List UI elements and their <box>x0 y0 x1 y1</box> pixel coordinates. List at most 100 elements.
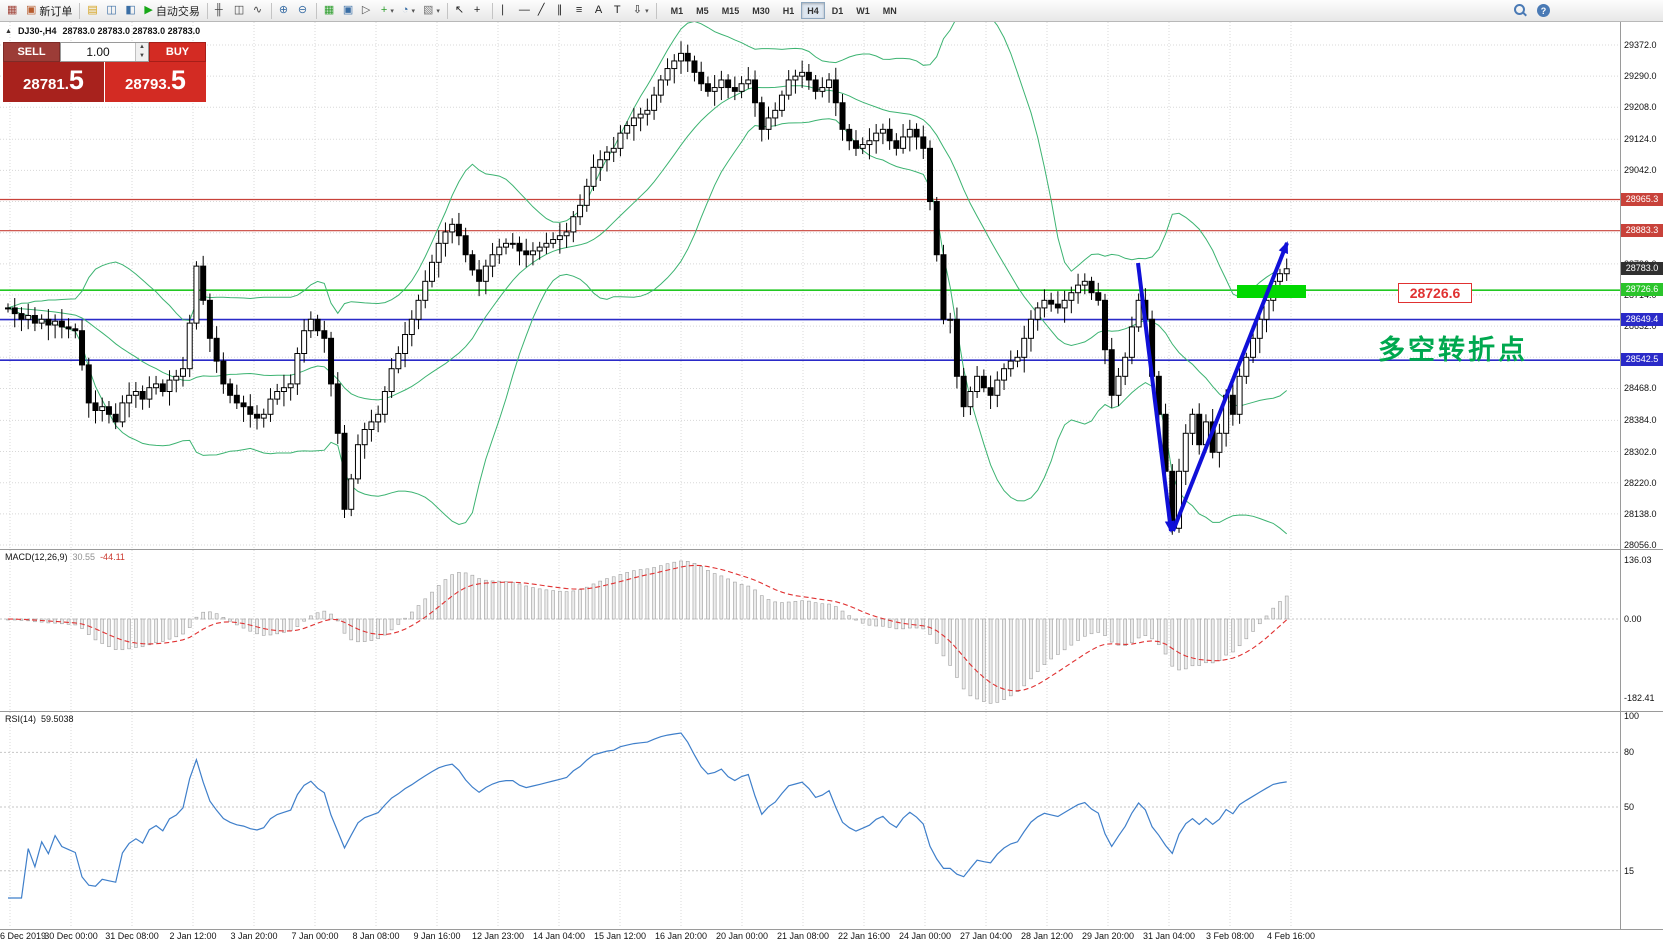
volume-value[interactable]: 1.00 <box>86 45 110 59</box>
timeframe-h1[interactable]: H1 <box>777 2 801 19</box>
new-chart-button[interactable]: ▦ <box>3 1 22 20</box>
price-axis-tick: 28220.0 <box>1624 477 1657 488</box>
trendline-button[interactable]: ╱ <box>534 1 553 20</box>
bar-chart-button[interactable]: ╫ <box>211 1 230 20</box>
zoom-out-icon: ⊖ <box>297 4 308 16</box>
timeframe-h4[interactable]: H4 <box>801 2 825 19</box>
price-axis-badge: 28965.3 <box>1621 192 1663 206</box>
volume-field[interactable]: 1.00 ▲ ▼ <box>60 42 149 62</box>
auto-arrange-icon: ▣ <box>342 4 354 16</box>
fibonacci-button[interactable]: ≡ <box>572 1 591 20</box>
time-axis-label: 4 Feb 16:00 <box>1266 931 1316 941</box>
vertical-line-icon: ∣ <box>499 4 506 16</box>
toolbar-separator <box>655 2 657 19</box>
timeframe-m5[interactable]: M5 <box>690 2 715 19</box>
candlestick-icon: ◫ <box>233 4 245 16</box>
arrows-button[interactable]: ⇩ ▾ <box>629 1 653 20</box>
timeframe-m30[interactable]: M30 <box>746 2 776 19</box>
new-order-button[interactable]: ▣ 新订单 <box>22 1 76 20</box>
tile-windows-button[interactable]: ▦ <box>320 1 339 20</box>
navigator-button[interactable]: ◫ <box>102 1 121 20</box>
sell-price-pips: 5 <box>68 65 84 95</box>
horizontal-line-button[interactable]: ― <box>515 1 534 20</box>
candlestick-chart-button[interactable]: ◫ <box>230 1 249 20</box>
search-icon[interactable] <box>1514 4 1527 17</box>
price-axis-tick: 28302.0 <box>1624 446 1657 457</box>
timeframe-d1[interactable]: D1 <box>826 2 850 19</box>
time-axis-label: 15 Jan 12:00 <box>593 931 647 941</box>
arrow-shapes-icon: ⇩ <box>632 4 643 16</box>
indicators-button[interactable]: + ▾ <box>377 1 398 20</box>
sell-button[interactable]: SELL <box>3 42 60 62</box>
toolbar: ▦ ▣ 新订单 ▤ ◫ ◧ ▶ 自动交易 ╫ ◫ ∿ ⊕ ⊖ ▦ ▣ ▷ + ▾ ◔ ▾ ▧ ▾ ↖ + ∣ ― ╱ ∥ ≡ A T ⇩ ▾ M1… <box>0 0 1663 22</box>
panel-separator-macd-rsi[interactable] <box>0 711 1663 712</box>
panel-separator-rsi-time[interactable] <box>0 929 1663 930</box>
price-axis-tick: 28138.0 <box>1624 508 1657 519</box>
rsi-axis-tick: 50 <box>1624 802 1635 812</box>
horizontal-line-icon: ― <box>518 4 530 16</box>
trendline-icon: ╱ <box>537 4 545 16</box>
sell-price[interactable]: 28781. 5 <box>3 62 104 102</box>
main-chart[interactable] <box>0 22 1620 549</box>
macd-axis-tick: 0.00 <box>1624 614 1642 624</box>
buy-price[interactable]: 28793. 5 <box>105 62 206 102</box>
buy-button[interactable]: BUY <box>149 42 206 62</box>
time-axis-label: 3 Jan 20:00 <box>230 931 278 941</box>
price-axis-tick: 29124.0 <box>1624 134 1657 145</box>
price-axis-tick: 28468.0 <box>1624 383 1657 394</box>
macd-indicator-header: MACD(12,26,9) 30.55 -44.11 <box>5 552 125 562</box>
time-axis-label: 16 Jan 20:00 <box>654 931 708 941</box>
macd-panel-chart[interactable] <box>0 550 1620 710</box>
cursor-icon: ↖ <box>454 4 465 16</box>
zoom-in-button[interactable]: ⊕ <box>275 1 294 20</box>
price-axis-tick: 28632.0 <box>1624 321 1657 332</box>
time-axis-label: 9 Jan 16:00 <box>413 931 461 941</box>
volume-up-button[interactable]: ▲ <box>136 43 148 52</box>
time-axis-label: 14 Jan 04:00 <box>532 931 586 941</box>
chart-caption: ▲ DJ30-,H4 28783.0 28783.0 28783.0 28783… <box>5 26 200 36</box>
channel-button[interactable]: ∥ <box>553 1 572 20</box>
line-chart-button[interactable]: ∿ <box>249 1 268 20</box>
timeframe-mn[interactable]: MN <box>877 2 903 19</box>
autotrading-button[interactable]: ▶ 自动交易 <box>140 1 203 20</box>
price-axis[interactable]: 29372.029290.029208.029124.029042.028960… <box>1621 0 1663 946</box>
timeframe-m1[interactable]: M1 <box>665 2 690 19</box>
vertical-line-button[interactable]: ∣ <box>496 1 515 20</box>
market-watch-button[interactable]: ▤ <box>83 1 102 20</box>
timeframe-group: M1 M5 M15 M30 H1 H4 D1 W1 MN <box>665 2 903 19</box>
zoom-in-icon: ⊕ <box>278 4 289 16</box>
timeframe-w1[interactable]: W1 <box>850 2 876 19</box>
rsi-panel-chart[interactable] <box>0 712 1620 928</box>
timeframe-m15[interactable]: M15 <box>716 2 746 19</box>
text-icon: A <box>594 4 603 16</box>
rsi-axis-tick: 15 <box>1624 865 1635 876</box>
bar-chart-icon: ╫ <box>214 4 223 16</box>
crosshair-button[interactable]: + <box>470 1 489 20</box>
time-axis-label: 7 Jan 00:00 <box>291 931 339 941</box>
market-watch-icon: ▤ <box>87 4 98 16</box>
new-order-button-label: 新订单 <box>39 5 73 18</box>
rsi-indicator-header: RSI(14) 59.5038 <box>5 714 74 724</box>
time-axis-label: 12 Jan 23:00 <box>471 931 525 941</box>
time-axis[interactable]: 26 Dec 2019 30 Dec 00:00 31 Dec 08:00 2 Jan… <box>0 930 1663 946</box>
text-label-button[interactable]: T <box>610 1 629 20</box>
chart-ohlc: 28783.0 28783.0 28783.0 28783.0 <box>62 26 201 36</box>
price-axis-tick: 29372.0 <box>1624 40 1657 50</box>
text-button[interactable]: A <box>591 1 610 20</box>
panel-separator-main-macd[interactable] <box>0 549 1663 550</box>
auto-arrange-button[interactable]: ▣ <box>339 1 358 20</box>
rsi-label: RSI(14) <box>5 714 37 724</box>
time-axis-label: 20 Jan 00:00 <box>715 931 769 941</box>
help-icon[interactable]: ? <box>1537 4 1550 17</box>
zoom-out-button[interactable]: ⊖ <box>294 1 313 20</box>
dropdown-arrow-icon: ▾ <box>390 7 394 15</box>
periods-button[interactable]: ◔ ▾ <box>398 1 419 20</box>
volume-spinner: ▲ ▼ <box>135 43 148 61</box>
terminal-button[interactable]: ◧ <box>121 1 140 20</box>
chart-shift-button[interactable]: ▷ <box>358 1 377 20</box>
volume-down-button[interactable]: ▼ <box>136 52 148 61</box>
templates-button[interactable]: ▧ ▾ <box>419 1 444 20</box>
cursor-button[interactable]: ↖ <box>451 1 470 20</box>
rsi-value: 59.5038 <box>41 714 74 724</box>
